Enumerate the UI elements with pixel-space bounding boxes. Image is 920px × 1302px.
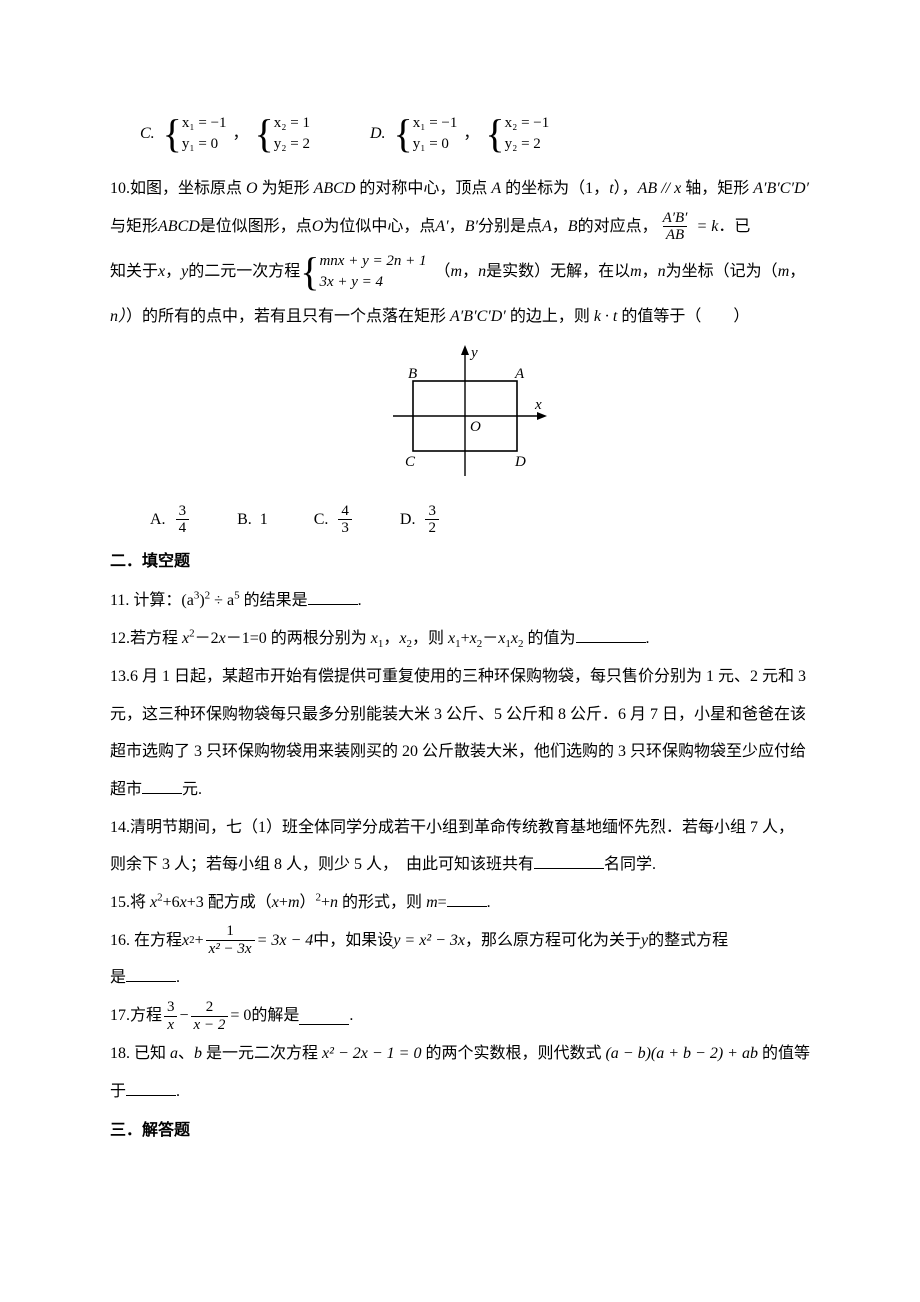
comma: ， <box>463 117 479 151</box>
q10-line4: n））的所有的点中，若有且只有一个点落在矩形 A′B′C′D′ 的边上，则 k … <box>110 300 820 334</box>
q10-line1: 10.如图，坐标原点 O 为矩形 ABCD 的对称中心，顶点 A 的坐标为（1，… <box>110 172 820 206</box>
section-3-heading: 三．解答题 <box>110 1114 820 1148</box>
q15: 15.将 x2+6x+3 配方成（x+m）2+n 的形式，则 m=. <box>110 886 820 920</box>
comma: ， <box>233 117 249 151</box>
label-B: B <box>408 366 417 382</box>
blank-q18 <box>126 1079 176 1096</box>
eq-line: mnx + y = 2n + 1 <box>319 251 426 272</box>
q13-l1: 13.6 月 1 日起，某超市开始有偿提供可重复使用的三种环保购物袋，每只售价分… <box>110 660 820 694</box>
q16-l2: 是. <box>110 961 820 995</box>
q10-option-a: A. 34 <box>150 503 191 537</box>
fraction-q17a: 3x <box>164 999 178 1033</box>
section-2-heading: 二．填空题 <box>110 545 820 579</box>
q10-options: A. 34 B.1 C. 43 D. 32 <box>150 503 820 537</box>
label-x: x <box>534 397 542 413</box>
blank-q12 <box>576 626 646 643</box>
q10-option-c: C. 43 <box>314 503 354 537</box>
eq-line: x₂ = −1 <box>505 113 550 134</box>
eq-line: y₁ = 0 <box>182 134 227 155</box>
blank-q13 <box>142 777 182 794</box>
system-brace: { mnx + y = 2n + 1 3x + y = 4 <box>300 248 426 296</box>
q10-option-b: B.1 <box>237 503 268 537</box>
q14-l1: 14.清明节期间，七（1）班全体同学分成若干小组到革命传统教育基地缅怀先烈．若每… <box>110 811 820 845</box>
q16-l1: 16. 在方程 x2 + 1 x² − 3x = 3x − 4 中，如果设 y … <box>110 923 820 957</box>
eq-line: y₂ = 2 <box>274 134 310 155</box>
q10-line2: 与矩形 ABCD 是位似图形，点 O 为位似中心，点 A′ ，B′ 分别是点 A… <box>110 210 820 244</box>
q13-l2: 元，这三种环保购物袋每只最多分别能装大米 3 公斤、5 公斤和 8 公斤．6 月… <box>110 698 820 732</box>
q11: 11. 计算：(a3)2 ÷ a5 的结果是. <box>110 584 820 618</box>
q-top-options: C. { x₁ = −1 y₁ = 0 ， { x₂ = 1 y₂ = 2 D.… <box>110 110 820 158</box>
q18-l1: 18. 已知 a、b 是一元二次方程 x² − 2x − 1 = 0 的两个实数… <box>110 1037 820 1071</box>
coord-diagram-svg: B A C D O x y <box>375 341 555 486</box>
q17: 17.方程 3x − 2x − 2 = 0 的解是. <box>110 999 820 1033</box>
label-D: D <box>514 454 526 470</box>
label-y: y <box>469 345 478 361</box>
option-c-label: C. <box>140 117 155 151</box>
q14-l2: 则余下 3 人；若每小组 8 人，则少 5 人， 由此可知该班共有名同学. <box>110 848 820 882</box>
fraction-q16: 1 x² − 3x <box>206 923 255 957</box>
eq-line: y₁ = 0 <box>413 134 458 155</box>
eq-line: x₁ = −1 <box>413 113 458 134</box>
eq-line: x₁ = −1 <box>182 113 227 134</box>
eq-line: y₂ = 2 <box>505 134 550 155</box>
option-d-label: D. <box>370 117 386 151</box>
q18-l2: 于. <box>110 1075 820 1109</box>
q12: 12.若方程 x2－2x－1=0 的两根分别为 x1，x2，则 x1+x2－x1… <box>110 622 820 656</box>
blank-q15 <box>447 890 487 907</box>
option-c-case1: { x₁ = −1 y₁ = 0 <box>163 110 227 158</box>
blank-q14 <box>534 852 604 869</box>
q10-line3: 知关于 x，y 的二元一次方程 { mnx + y = 2n + 1 3x + … <box>110 248 820 296</box>
option-c-case2: { x₂ = 1 y₂ = 2 <box>255 110 310 158</box>
blank-q17 <box>299 1008 349 1025</box>
q13-l4: 超市元. <box>110 773 820 807</box>
label-C: C <box>405 454 416 470</box>
label-O: O <box>470 419 481 435</box>
blank-q11 <box>308 588 358 605</box>
q10-option-d: D. 32 <box>400 503 441 537</box>
label-A: A <box>514 366 525 382</box>
blank-q16 <box>126 965 176 982</box>
q13-l3: 超市选购了 3 只环保购物袋用来装刚买的 20 公斤散装大米，他们选购的 3 只… <box>110 735 820 769</box>
q10-diagram: B A C D O x y <box>110 341 820 499</box>
page: C. { x₁ = −1 y₁ = 0 ， { x₂ = 1 y₂ = 2 D.… <box>0 0 920 1302</box>
option-d-case1: { x₁ = −1 y₁ = 0 <box>394 110 458 158</box>
option-d-case2: { x₂ = −1 y₂ = 2 <box>485 110 549 158</box>
fraction-q17b: 2x − 2 <box>191 999 229 1033</box>
fraction-abprime: A′B′ AB <box>660 210 691 244</box>
eq-line: x₂ = 1 <box>274 113 310 134</box>
eq-line: 3x + y = 4 <box>319 272 426 293</box>
